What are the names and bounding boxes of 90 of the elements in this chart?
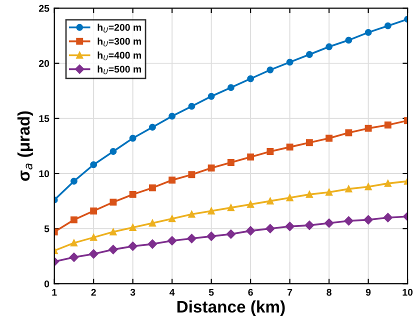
point <box>129 190 136 198</box>
point <box>188 102 196 110</box>
point <box>206 232 216 241</box>
point <box>344 216 354 226</box>
y-tick-label: 0 <box>44 280 50 288</box>
point <box>148 184 156 192</box>
point <box>168 112 176 120</box>
point <box>266 66 274 74</box>
point <box>266 224 275 234</box>
point <box>70 216 78 224</box>
x-tick-label: 6 <box>248 288 253 296</box>
x-tick-label: 10 <box>402 288 413 296</box>
point <box>384 180 392 187</box>
point <box>70 178 78 185</box>
x-tick-label: 5 <box>208 288 214 296</box>
point <box>227 84 234 92</box>
x-tick-label: 9 <box>366 288 371 296</box>
point <box>306 190 313 198</box>
point <box>246 226 256 236</box>
point <box>208 208 215 214</box>
point <box>326 188 333 196</box>
point <box>148 239 158 249</box>
point <box>345 36 352 44</box>
point <box>306 139 313 146</box>
point <box>148 220 156 227</box>
point <box>227 204 234 212</box>
point <box>90 234 98 241</box>
point <box>247 200 254 208</box>
point <box>167 236 177 246</box>
point <box>88 249 98 259</box>
point <box>247 75 254 82</box>
point <box>129 224 136 231</box>
y-tick-label: 10 <box>39 170 50 178</box>
point <box>384 22 392 30</box>
point <box>286 194 294 202</box>
point <box>208 164 215 172</box>
y-axis-title: σ$_{a}$ (μrad) <box>17 111 33 181</box>
point <box>208 92 215 100</box>
point <box>168 176 176 184</box>
point <box>226 230 236 239</box>
point <box>384 122 392 128</box>
point <box>324 218 334 228</box>
x-tick-label: 3 <box>130 288 136 296</box>
point <box>326 43 333 50</box>
point <box>168 215 176 222</box>
y-tick-label: 15 <box>39 115 50 122</box>
point <box>90 161 98 168</box>
legend-label: h$_{U}$=400 m <box>98 52 142 60</box>
point <box>247 154 254 160</box>
x-tick-label: 8 <box>326 288 332 296</box>
point <box>110 148 117 155</box>
point <box>110 228 117 236</box>
legend-label: h$_{U}$=500 m <box>98 65 142 74</box>
point <box>90 208 98 214</box>
point <box>285 222 294 232</box>
point <box>128 242 138 251</box>
point <box>306 51 313 58</box>
point <box>364 183 372 190</box>
point <box>286 58 294 66</box>
point <box>187 234 196 244</box>
x-tick-label: 1 <box>52 288 57 296</box>
legend-label: h$_{U}$=300 m <box>98 38 142 46</box>
point <box>148 124 156 131</box>
point <box>345 185 352 192</box>
point <box>108 244 118 254</box>
point <box>286 144 294 151</box>
point <box>188 171 196 178</box>
x-tick-label: 7 <box>288 288 292 296</box>
point <box>70 239 78 246</box>
y-tick-label: 5 <box>44 225 50 232</box>
y-tick-label: 25 <box>39 4 50 12</box>
x-tick-label: 2 <box>91 288 96 296</box>
point <box>129 134 136 142</box>
x-tick-label: 4 <box>170 288 175 296</box>
point <box>364 215 373 224</box>
x-axis-title: Distance (km) <box>177 300 285 316</box>
point <box>110 198 117 206</box>
point <box>364 28 372 36</box>
legend-label: h$_{U}$=200 m <box>98 24 142 32</box>
point <box>227 159 234 166</box>
point <box>345 129 352 136</box>
point <box>304 220 314 230</box>
point <box>383 212 393 222</box>
point <box>266 148 274 155</box>
point <box>69 252 79 262</box>
point <box>188 210 196 218</box>
y-tick-label: 20 <box>39 60 50 67</box>
point <box>266 198 274 205</box>
point <box>326 134 333 142</box>
point <box>364 124 372 132</box>
